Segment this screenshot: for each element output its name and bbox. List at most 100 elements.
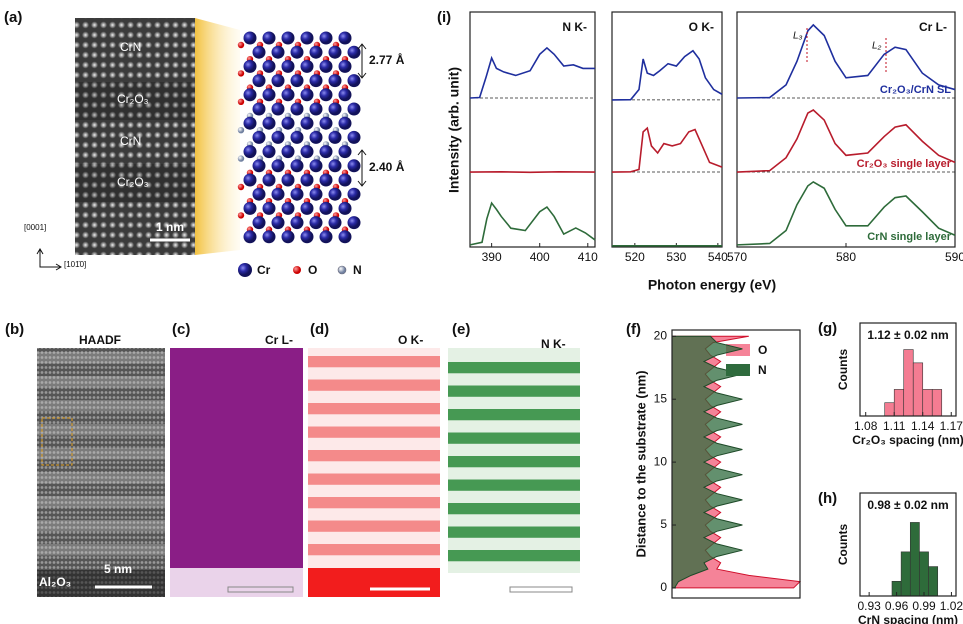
atom-cr <box>252 187 266 201</box>
legend-swatch <box>293 266 301 274</box>
atom-cr <box>243 201 257 215</box>
band <box>448 362 580 374</box>
atom-cr <box>290 130 304 144</box>
y-tick-label: 15 <box>654 391 668 405</box>
atom-cr <box>338 145 352 159</box>
x-tick-label: 540 <box>708 250 728 264</box>
atom-cr <box>309 187 323 201</box>
atom-cr <box>300 116 314 130</box>
y-tick-label: 10 <box>654 454 668 468</box>
atom-cr <box>290 216 304 230</box>
legend-swatch <box>238 263 252 277</box>
band <box>308 497 440 509</box>
axis-label: [101̄0] <box>64 260 86 269</box>
atom-cr <box>319 230 333 244</box>
atom-light <box>237 183 245 191</box>
scale-bar <box>509 586 573 593</box>
plot-frame <box>859 492 957 597</box>
spacing-label: 2.77 Å <box>369 52 405 67</box>
histogram-bar <box>919 551 929 597</box>
plot-frame <box>671 329 801 599</box>
band <box>308 403 440 415</box>
atom-cr <box>290 102 304 116</box>
spectrum-line <box>469 46 595 99</box>
atom-cr <box>319 59 333 73</box>
atom-cr <box>262 31 276 45</box>
band <box>308 426 440 438</box>
atom-cr <box>300 31 314 45</box>
layer-label: Cr₂O₃ <box>117 175 149 189</box>
atom-cr <box>328 187 342 201</box>
atom-cr <box>338 88 352 102</box>
x-axis-label: Cr₂O₃ spacing (nm) <box>852 433 963 447</box>
atom-cr <box>290 187 304 201</box>
x-tick-label: 570 <box>727 250 747 264</box>
haadf-atoms <box>37 348 165 597</box>
histogram-bar <box>931 389 943 417</box>
atom-cr <box>338 116 352 130</box>
cr-map <box>170 348 303 568</box>
panel-label: (i) <box>437 9 451 26</box>
atom-cr <box>347 130 361 144</box>
atom-cr <box>309 45 323 59</box>
panel-title: Cr L- <box>265 333 293 347</box>
chart-title: N K- <box>562 20 587 34</box>
atom-light <box>237 127 245 134</box>
y-tick-label: 5 <box>660 517 667 531</box>
o-map-substrate <box>308 568 440 597</box>
atom-cr <box>281 201 295 215</box>
y-axis-label: Distance to the substrate (nm) <box>633 370 648 557</box>
atom-cr <box>271 74 285 88</box>
atom-cr <box>300 230 314 244</box>
atom-cr <box>338 59 352 73</box>
atom-cr <box>262 59 276 73</box>
layer-label: CrN <box>120 134 141 148</box>
band <box>308 473 440 485</box>
band <box>448 385 580 397</box>
atom-cr <box>262 230 276 244</box>
atom-cr <box>300 173 314 187</box>
atom-cr <box>309 159 323 173</box>
atom-cr <box>252 74 266 88</box>
histogram-bar <box>928 566 939 597</box>
spectrum-line <box>736 109 956 173</box>
atom-cr <box>252 216 266 230</box>
atom-cr <box>328 102 342 116</box>
atom-cr <box>281 173 295 187</box>
atom-cr <box>338 173 352 187</box>
atom-cr <box>300 88 314 102</box>
x-tick-label: 390 <box>482 250 502 264</box>
atom-cr <box>271 187 285 201</box>
atom-cr <box>262 173 276 187</box>
substrate-label: Al₂O₃ <box>39 575 71 589</box>
atom-cr <box>281 145 295 159</box>
atom-cr <box>300 201 314 215</box>
panel-title: O K- <box>398 333 423 347</box>
y-axis-label: Counts <box>836 349 850 391</box>
n-map-bands <box>448 362 580 562</box>
atom-cr <box>271 45 285 59</box>
atom-cr <box>319 201 333 215</box>
plot-frame <box>859 322 957 417</box>
stem-atoms <box>75 18 195 255</box>
legend-label: O <box>758 343 767 357</box>
atom-cr <box>328 159 342 173</box>
zoom-fan <box>195 18 240 255</box>
panel-label: (c) <box>172 321 190 338</box>
x-tick-label: 400 <box>530 250 550 264</box>
atom-cr <box>319 31 333 45</box>
x-tick-label: 410 <box>578 250 598 264</box>
band <box>308 544 440 556</box>
chart-title: Cr L- <box>919 20 947 34</box>
band <box>448 432 580 444</box>
atom-cr <box>281 59 295 73</box>
x-tick-label: 530 <box>666 250 686 264</box>
atom-cr <box>243 88 257 102</box>
stem-band <box>75 82 195 120</box>
band <box>448 550 580 562</box>
atom-cr <box>319 116 333 130</box>
histogram-bar <box>909 522 920 597</box>
y-tick-label: 0 <box>660 580 667 594</box>
